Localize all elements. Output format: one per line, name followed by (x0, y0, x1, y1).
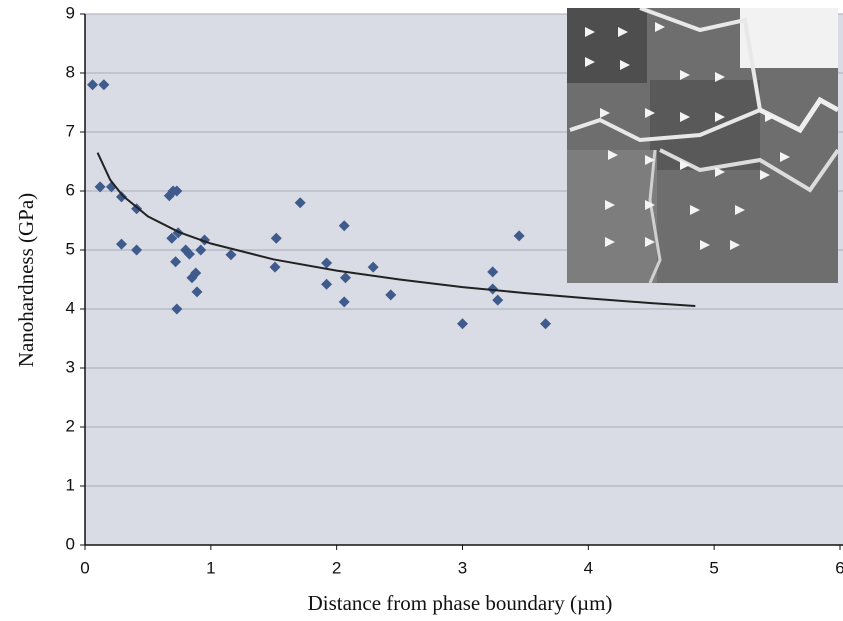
y-tick-label: 1 (66, 475, 75, 494)
marks (87, 79, 696, 330)
data-point (115, 238, 127, 250)
y-tick-label: 0 (66, 534, 75, 553)
data-point (487, 266, 499, 278)
x-tick-label: 2 (332, 558, 341, 577)
data-point (225, 249, 237, 261)
x-axis-title: Distance from phase boundary (µm) (308, 591, 613, 615)
data-point (87, 79, 99, 91)
y-tick-label: 5 (66, 239, 75, 258)
x-tick-label: 4 (584, 558, 593, 577)
y-tick-label: 9 (66, 3, 75, 22)
y-tick-label: 3 (66, 357, 75, 376)
data-point (367, 261, 379, 273)
trend-line (96, 152, 696, 308)
data-point (183, 248, 195, 260)
y-tick-label: 7 (66, 121, 75, 140)
micrograph-inset (567, 8, 838, 283)
data-point (171, 185, 183, 197)
data-point (190, 267, 202, 279)
data-point (492, 294, 504, 306)
data-point (338, 220, 350, 232)
y-tick-label: 8 (66, 62, 75, 81)
x-tick-label: 6 (835, 558, 843, 577)
y-tick-label: 2 (66, 416, 75, 435)
data-point (170, 256, 182, 268)
data-point (385, 289, 397, 301)
x-tick-label: 0 (80, 558, 89, 577)
data-point (338, 296, 350, 308)
data-point (487, 283, 499, 295)
data-point (540, 318, 552, 330)
data-point (171, 303, 183, 315)
data-point (191, 286, 203, 298)
data-point (269, 261, 281, 273)
data-point (98, 79, 110, 91)
data-point (321, 257, 333, 269)
data-point (166, 232, 178, 244)
y-tick-label: 4 (66, 298, 75, 317)
x-tick-label: 5 (709, 558, 718, 577)
data-point (294, 197, 306, 209)
data-point (131, 244, 143, 256)
data-point (339, 272, 351, 284)
data-point (270, 232, 282, 244)
y-tick-label: 6 (66, 180, 75, 199)
data-point (321, 278, 333, 290)
x-tick-label: 3 (458, 558, 467, 577)
x-tick-label: 1 (206, 558, 215, 577)
data-point (457, 318, 468, 330)
data-point (195, 244, 207, 256)
data-point (94, 181, 106, 193)
y-axis-title: Nanohardness (GPa) (14, 193, 38, 367)
data-point (513, 230, 525, 242)
data-point (115, 191, 127, 203)
